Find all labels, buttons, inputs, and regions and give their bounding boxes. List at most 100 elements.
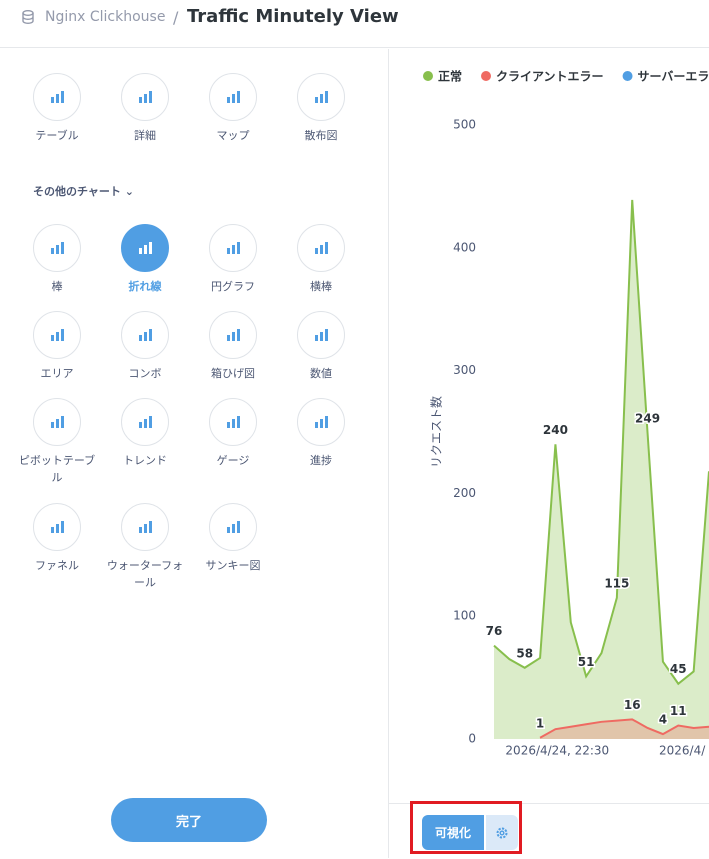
data-label: 16 — [624, 698, 641, 712]
chart-type-label: エリア — [40, 367, 74, 380]
chart-type-option[interactable]: 円グラフ — [191, 224, 275, 295]
chart-icon — [315, 242, 328, 254]
settings-button[interactable] — [486, 815, 518, 850]
more-charts[interactable]: その他のチャート ⌄ — [33, 185, 134, 198]
y-tick-label: 100 — [453, 609, 476, 623]
chart-type-label: 棒 — [51, 280, 63, 293]
chart-icon — [51, 416, 64, 428]
chart-type-label: テーブル — [35, 129, 79, 142]
chart-type-label: 折れ線 — [128, 280, 162, 293]
data-label: 249 — [635, 412, 660, 426]
chart-type-label: ゲージ — [216, 454, 250, 467]
chart-type-icon — [121, 311, 169, 359]
chart-type-option[interactable]: 数値 — [279, 311, 363, 382]
separator: / — [173, 8, 179, 27]
chart-type-icon — [33, 224, 81, 272]
x-tick-label: 2026/4/ — [659, 744, 706, 758]
database-name[interactable]: Nginx Clickhouse — [45, 9, 166, 25]
chart-type-option[interactable]: 進捗 — [279, 398, 363, 469]
chart-icon — [139, 521, 152, 533]
chart-type-option[interactable]: 箱ひげ図 — [191, 311, 275, 382]
more-charts-label: その他のチャート — [33, 185, 121, 198]
chart-type-option[interactable]: マップ — [191, 73, 275, 144]
chart-type-icon — [121, 398, 169, 446]
chart-type-label: 進捗 — [310, 454, 332, 467]
chart-type-option[interactable]: ファネル — [15, 503, 99, 574]
chart-picker: その他のチャート ⌄ 完了 テーブル 詳細 マップ 散布図棒 折れ線 円グラフ 横棒エリア コ… — [0, 49, 389, 858]
chart-type-icon — [209, 503, 257, 551]
chart-type-icon — [209, 311, 257, 359]
chart-type-icon — [121, 73, 169, 121]
chart-icon — [315, 416, 328, 428]
chart-type-label: 詳細 — [134, 129, 156, 142]
chart-type-icon — [33, 73, 81, 121]
chart-type-icon — [33, 503, 81, 551]
series-line — [493, 199, 709, 686]
data-label: 76 — [486, 624, 503, 638]
chart-type-option[interactable]: ピボットテーブル — [15, 398, 99, 486]
chart-type-icon — [209, 73, 257, 121]
gear-icon — [496, 827, 508, 838]
chart-icon — [227, 242, 240, 254]
y-tick-label: 500 — [453, 118, 476, 132]
series-line — [539, 718, 709, 739]
chart-type-option[interactable]: 詳細 — [103, 73, 187, 144]
chart-type-option[interactable]: トレンド — [103, 398, 187, 469]
chart-type-icon — [297, 73, 345, 121]
chart-type-option[interactable]: コンボ — [103, 311, 187, 382]
area-fill — [494, 199, 709, 739]
y-tick-label: 0 — [468, 732, 476, 746]
y-axis-title: リクエスト数 — [429, 396, 444, 468]
chart-type-option[interactable]: 折れ線 — [103, 224, 187, 295]
data-label: 11 — [670, 704, 687, 718]
chart-type-option[interactable]: ウォーターフォール — [103, 503, 187, 591]
chart-icon — [51, 329, 64, 341]
chart-type-icon — [121, 224, 169, 272]
data-label: 1 — [536, 716, 544, 730]
question-title[interactable]: Traffic Minutely View — [187, 6, 399, 27]
chart-type-icon — [297, 311, 345, 359]
chart-type-option[interactable]: 横棒 — [279, 224, 363, 295]
legend-dot — [622, 71, 633, 81]
chart-icon — [227, 521, 240, 533]
header: Nginx Clickhouse / Traffic Minutely View — [0, 0, 709, 48]
chart-icon — [51, 91, 64, 103]
legend-dot — [481, 71, 492, 81]
chart-type-option[interactable]: テーブル — [15, 73, 99, 144]
chart-type-option[interactable]: 散布図 — [279, 73, 363, 144]
chart-icon — [227, 416, 240, 428]
chart-type-label: サンキー図 — [205, 559, 261, 572]
chart-type-option[interactable]: 棒 — [15, 224, 99, 295]
chart-type-label: 横棒 — [310, 280, 332, 293]
y-tick-label: 300 — [453, 363, 476, 377]
chart-type-option[interactable]: サンキー図 — [191, 503, 275, 574]
data-label: 115 — [604, 576, 629, 590]
y-tick-label: 400 — [453, 240, 476, 254]
done-button[interactable]: 完了 — [111, 798, 267, 842]
chart-type-icon — [297, 224, 345, 272]
chart-type-label: ファネル — [35, 559, 79, 572]
chart-type-label: コンボ — [128, 367, 162, 380]
chart-type-label: ウォーターフォール — [106, 559, 184, 589]
chart-icon — [139, 242, 152, 254]
database-icon — [22, 10, 34, 24]
chart-icon — [315, 329, 328, 341]
visualize-button[interactable]: 可視化 — [422, 815, 484, 850]
chart-type-icon — [33, 311, 81, 359]
area-fill — [540, 719, 709, 739]
chart-icon — [227, 91, 240, 103]
chart-type-option[interactable]: エリア — [15, 311, 99, 382]
legend-label: クライアントエラー — [496, 70, 604, 84]
chart-type-label: 散布図 — [304, 129, 338, 142]
chart-type-label: マップ — [216, 129, 250, 142]
chart-icon — [139, 329, 152, 341]
chart-type-icon — [33, 398, 81, 446]
data-label: 240 — [543, 423, 568, 437]
chart-type-option[interactable]: ゲージ — [191, 398, 275, 469]
chart-icon — [315, 91, 328, 103]
data-label: 45 — [670, 662, 687, 676]
chart-type-icon — [297, 398, 345, 446]
chart-icon — [227, 329, 240, 341]
